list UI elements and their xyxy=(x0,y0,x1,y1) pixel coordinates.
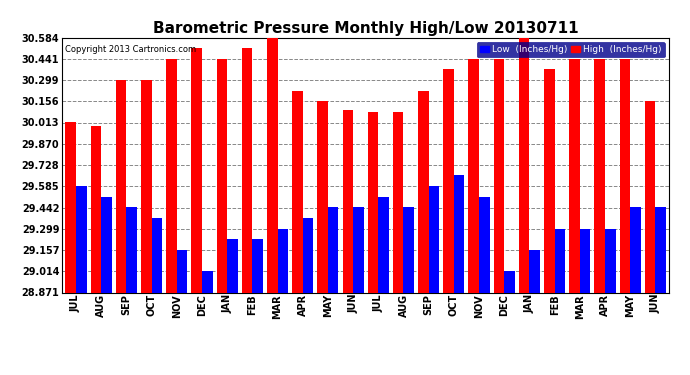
Bar xyxy=(126,207,137,292)
Bar xyxy=(292,91,303,292)
Bar xyxy=(191,48,202,292)
Bar xyxy=(378,197,389,292)
Bar xyxy=(595,59,605,292)
Bar xyxy=(328,207,339,292)
Bar xyxy=(519,38,529,292)
Bar xyxy=(303,218,313,292)
Bar xyxy=(141,80,152,292)
Bar xyxy=(227,239,238,292)
Bar xyxy=(66,123,76,292)
Bar xyxy=(267,38,277,292)
Bar xyxy=(645,101,656,292)
Bar xyxy=(217,59,227,292)
Bar xyxy=(443,69,454,292)
Bar xyxy=(630,207,641,292)
Bar xyxy=(393,112,404,292)
Bar xyxy=(493,59,504,292)
Bar xyxy=(101,197,112,292)
Bar xyxy=(469,59,479,292)
Bar xyxy=(479,197,490,292)
Bar xyxy=(241,48,253,292)
Bar xyxy=(277,229,288,292)
Bar xyxy=(342,110,353,292)
Bar xyxy=(368,112,378,292)
Legend: Low  (Inches/Hg), High  (Inches/Hg): Low (Inches/Hg), High (Inches/Hg) xyxy=(477,42,664,57)
Bar xyxy=(202,271,213,292)
Text: Copyright 2013 Cartronics.com: Copyright 2013 Cartronics.com xyxy=(65,45,196,54)
Bar xyxy=(544,69,555,292)
Bar xyxy=(166,59,177,292)
Bar xyxy=(353,207,364,292)
Bar xyxy=(620,59,630,292)
Bar xyxy=(605,229,615,292)
Bar xyxy=(152,218,162,292)
Bar xyxy=(116,80,126,292)
Bar xyxy=(90,126,101,292)
Bar xyxy=(253,239,263,292)
Title: Barometric Pressure Monthly High/Low 20130711: Barometric Pressure Monthly High/Low 201… xyxy=(153,21,578,36)
Bar xyxy=(529,250,540,292)
Bar xyxy=(317,101,328,292)
Bar xyxy=(428,186,440,292)
Bar xyxy=(569,59,580,292)
Bar xyxy=(177,250,187,292)
Bar xyxy=(76,186,86,292)
Bar xyxy=(656,207,666,292)
Bar xyxy=(580,229,591,292)
Bar xyxy=(454,176,464,292)
Bar xyxy=(504,271,515,292)
Bar xyxy=(404,207,414,292)
Bar xyxy=(555,229,565,292)
Bar xyxy=(418,91,428,292)
